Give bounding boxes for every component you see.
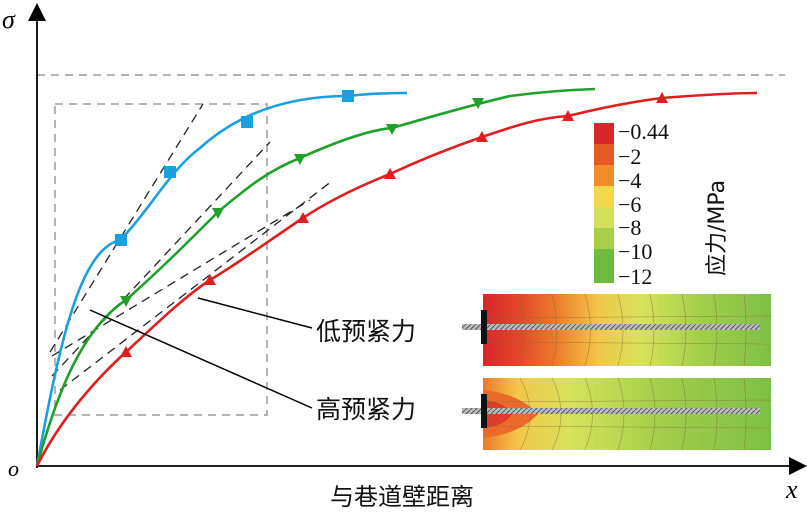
colorbar-title: 应力/MPa — [705, 180, 730, 276]
origin-label: o — [8, 456, 19, 481]
colorbar-swatch-0 — [594, 123, 614, 144]
leader-high-prestress — [89, 309, 313, 409]
tangent-red-low — [59, 180, 333, 391]
green-triangle-marker — [120, 296, 132, 307]
anchor-rod-high — [462, 408, 760, 414]
colorbar-tick: −8 — [618, 215, 641, 240]
blue-square-marker — [342, 90, 354, 102]
green-triangle-marker — [212, 208, 224, 219]
colorbar: −0.44 −2 −4 −6 −8 −10 −12 应力/MPa — [594, 119, 730, 289]
tangent-lines — [49, 103, 333, 391]
colorbar-swatch-1 — [594, 144, 614, 165]
red-triangle-marker — [656, 92, 668, 103]
blue-square-marker — [115, 234, 127, 246]
red-triangle-marker — [120, 346, 132, 357]
contour-panel-low — [462, 293, 772, 367]
x-axis-label: x — [785, 475, 798, 504]
red-curve — [35, 91, 758, 467]
green-curve — [35, 87, 596, 467]
colorbar-swatch-4 — [594, 207, 614, 228]
colorbar-tick: −0.44 — [618, 119, 669, 144]
colorbar-swatch-2 — [594, 165, 614, 186]
red-triangle-marker — [297, 212, 309, 223]
colorbar-swatch-6 — [594, 249, 614, 283]
colorbar-tick: −4 — [618, 168, 641, 193]
red-markers — [120, 92, 668, 357]
tangent-blue — [49, 103, 204, 353]
label-low-prestress: 低预紧力 — [316, 317, 416, 346]
colorbar-tick: −2 — [618, 144, 641, 169]
colorbar-tick: −10 — [618, 239, 652, 264]
blue-square-marker — [241, 116, 253, 128]
y-axis-label: σ — [2, 5, 16, 34]
leader-low-prestress — [197, 297, 313, 329]
green-triangle-marker — [386, 124, 398, 135]
colorbar-tick: −12 — [618, 264, 652, 289]
x-axis-title: 与巷道壁距离 — [330, 483, 474, 511]
anchor-plate-high — [481, 394, 487, 428]
blue-markers — [115, 90, 354, 246]
tangent-red-high — [51, 199, 311, 357]
anchor-rod-low — [462, 324, 760, 330]
label-high-prestress: 高预紧力 — [316, 395, 416, 424]
green-triangle-marker — [472, 98, 484, 109]
green-triangle-marker — [294, 154, 306, 165]
red-triangle-marker — [562, 110, 574, 121]
red-triangle-marker — [204, 274, 216, 285]
contour-panel-high — [462, 377, 772, 451]
colorbar-tick: −6 — [618, 192, 641, 217]
anchor-plate-low — [481, 310, 487, 344]
zoom-dashed-box — [54, 103, 268, 416]
colorbar-swatch-5 — [594, 228, 614, 249]
blue-square-marker — [164, 166, 176, 178]
colorbar-swatch-3 — [594, 186, 614, 207]
green-markers — [120, 98, 484, 307]
red-triangle-marker — [476, 131, 488, 142]
red-triangle-marker — [384, 168, 396, 179]
